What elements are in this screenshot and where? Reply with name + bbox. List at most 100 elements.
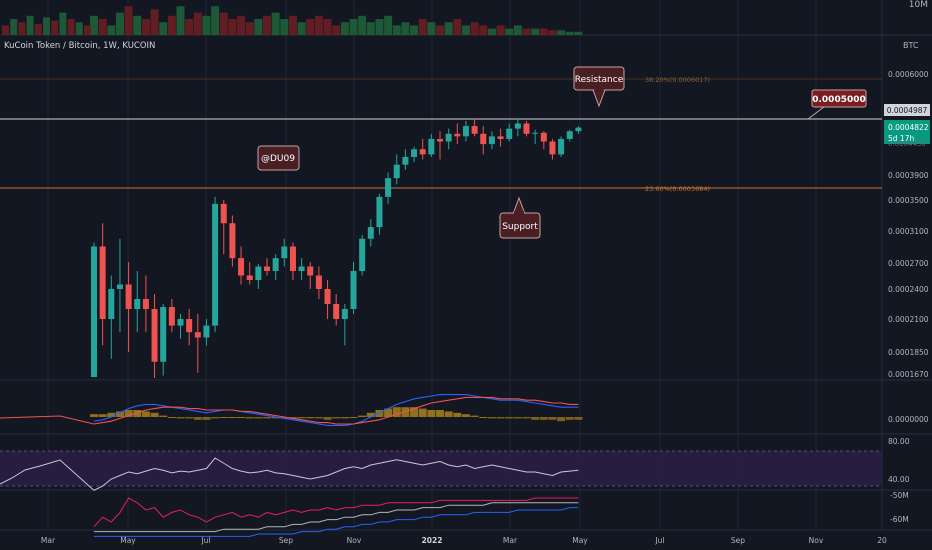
candle bbox=[160, 304, 167, 376]
volume-bar bbox=[548, 30, 557, 35]
flow-gray-line bbox=[94, 502, 579, 533]
candle bbox=[203, 319, 210, 346]
rsi-line bbox=[93, 457, 579, 491]
flow-blue-line bbox=[94, 507, 579, 537]
volume-bar bbox=[366, 22, 375, 35]
volume-bar bbox=[167, 15, 176, 36]
candle bbox=[194, 314, 201, 373]
price-tick: 0.0002700 bbox=[888, 259, 929, 268]
macd-histogram-bar bbox=[427, 410, 436, 417]
macd-signal-lead bbox=[0, 415, 95, 425]
candle bbox=[168, 299, 175, 333]
candle bbox=[341, 304, 348, 346]
support-label: Support bbox=[502, 222, 538, 232]
macd-histogram-bar bbox=[141, 411, 150, 417]
volume-bar bbox=[392, 25, 401, 35]
macd-histogram-bar bbox=[271, 417, 280, 419]
volume-bar bbox=[124, 6, 133, 35]
price-tick: 0.0003500 bbox=[888, 196, 929, 205]
macd-histogram-bar bbox=[358, 415, 367, 417]
volume-bar bbox=[26, 15, 34, 36]
candle bbox=[142, 275, 149, 333]
volume-bar bbox=[306, 19, 315, 35]
macd-histogram-bar bbox=[539, 417, 548, 420]
author-label: @DU09 bbox=[261, 154, 295, 164]
resistance-label: Resistance bbox=[575, 75, 624, 85]
time-axis[interactable]: Mar May Jul Sep Nov 2022 Mar May Jul Sep… bbox=[41, 536, 887, 545]
rsi-lower-label: 40.00 bbox=[888, 475, 910, 484]
volume-bar bbox=[202, 15, 211, 36]
macd-histogram-bar bbox=[565, 417, 574, 420]
macd-histogram-bar bbox=[245, 417, 254, 419]
volume-bar bbox=[59, 12, 67, 35]
volume-bar bbox=[107, 25, 116, 35]
macd-histogram-bar bbox=[444, 411, 453, 417]
macd-histogram-bar bbox=[211, 417, 220, 419]
candle bbox=[220, 200, 227, 255]
candlestick-series bbox=[91, 118, 582, 378]
rsi-lead bbox=[0, 459, 95, 491]
volume-bar bbox=[487, 28, 496, 35]
candle bbox=[523, 120, 530, 137]
volume-bar bbox=[332, 25, 341, 35]
price-alert-callout[interactable]: 0.0005000 bbox=[807, 89, 867, 120]
macd-histogram-bar bbox=[124, 410, 133, 417]
candle bbox=[246, 262, 253, 285]
time-tick: Nov bbox=[347, 536, 362, 545]
candle bbox=[471, 118, 478, 137]
macd-histogram-bar bbox=[392, 407, 401, 417]
time-tick: Mar bbox=[41, 536, 56, 545]
macd-histogram-bar bbox=[167, 417, 176, 418]
support-callout[interactable]: Support bbox=[499, 196, 541, 239]
candle bbox=[437, 131, 443, 160]
candle bbox=[497, 128, 504, 147]
volume-bar bbox=[453, 19, 462, 35]
candle bbox=[350, 262, 357, 314]
rsi-band bbox=[0, 451, 882, 486]
price-axis[interactable]: 0.0006000 0.0003900 0.0003500 0.0003100 … bbox=[888, 70, 929, 379]
candle bbox=[480, 126, 487, 155]
macd-histogram-bar bbox=[505, 417, 514, 419]
candle bbox=[428, 133, 435, 157]
candle bbox=[540, 131, 547, 150]
volume-bar bbox=[531, 28, 540, 35]
volume-bar bbox=[314, 15, 323, 36]
volume-bar bbox=[418, 19, 427, 35]
currency-label: BTC bbox=[903, 41, 919, 50]
volume-bar bbox=[271, 12, 280, 35]
candle bbox=[151, 294, 158, 378]
volume-bar bbox=[98, 19, 107, 35]
volume-bar bbox=[436, 25, 444, 35]
macd-histogram-bar bbox=[366, 412, 375, 417]
volume-bar bbox=[505, 28, 514, 35]
macd-histogram-bar bbox=[418, 408, 427, 417]
fib-236-label: 23.60%(0.0003684) bbox=[645, 185, 710, 193]
candle bbox=[419, 138, 426, 160]
candle bbox=[402, 149, 409, 170]
flow-indicator bbox=[93, 497, 579, 537]
candle bbox=[393, 154, 400, 185]
price-tick: 0.0006000 bbox=[888, 70, 929, 79]
candle bbox=[549, 138, 556, 160]
candle bbox=[134, 271, 141, 333]
candle bbox=[99, 223, 106, 346]
macd-histogram-bar bbox=[332, 417, 341, 419]
volume-bar bbox=[193, 12, 202, 35]
macd-histogram-bar bbox=[522, 417, 531, 419]
candle bbox=[255, 263, 262, 289]
macd-histogram-bar bbox=[470, 415, 479, 417]
candle bbox=[264, 258, 270, 276]
candle bbox=[116, 238, 123, 333]
candle bbox=[575, 126, 582, 134]
resistance-callout[interactable]: Resistance bbox=[573, 66, 625, 108]
volume-bar bbox=[18, 22, 26, 35]
volume-bar bbox=[574, 31, 583, 35]
author-callout[interactable]: @DU09 bbox=[257, 145, 300, 171]
volume-bar bbox=[115, 12, 124, 35]
macd-histogram-bar bbox=[314, 417, 323, 419]
macd-histogram-bar bbox=[254, 417, 263, 419]
time-tick: Mar bbox=[503, 536, 518, 545]
volume-bar bbox=[401, 22, 410, 35]
volume-bar bbox=[358, 15, 367, 36]
